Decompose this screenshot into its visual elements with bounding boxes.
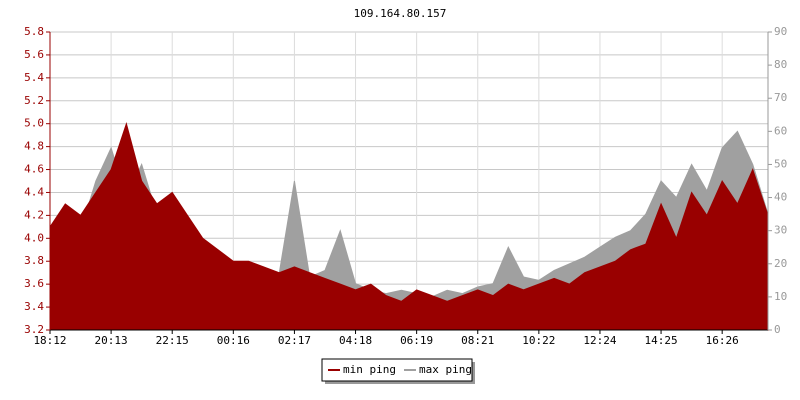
x-tick-label: 16:26	[706, 334, 739, 347]
x-tick-label: 20:13	[95, 334, 128, 347]
y2-tick-label: 90	[774, 25, 787, 38]
y-tick-label: 4.2	[24, 208, 44, 221]
chart-title: 109.164.80.157	[354, 7, 447, 20]
x-tick-label: 00:16	[217, 334, 250, 347]
y2-tick-label: 60	[774, 124, 787, 137]
x-tick-label: 22:15	[156, 334, 189, 347]
x-tick-label: 08:21	[461, 334, 494, 347]
y-tick-label: 4.8	[24, 140, 44, 153]
y-tick-label: 3.4	[24, 300, 44, 313]
legend-label: min ping	[343, 363, 396, 376]
x-tick-label: 12:24	[583, 334, 616, 347]
y-tick-label: 5.8	[24, 25, 44, 38]
y-tick-label: 3.8	[24, 254, 44, 267]
x-tick-label: 04:18	[339, 334, 372, 347]
legend-label: max ping	[419, 363, 472, 376]
y-tick-label: 4.0	[24, 231, 44, 244]
y2-tick-label: 30	[774, 224, 787, 237]
y2-tick-label: 20	[774, 257, 787, 270]
x-tick-label: 06:19	[400, 334, 433, 347]
y2-tick-label: 40	[774, 191, 787, 204]
x-tick-label: 14:25	[645, 334, 678, 347]
y2-tick-label: 80	[774, 58, 787, 71]
y-tick-label: 5.2	[24, 94, 44, 107]
y-tick-label: 5.4	[24, 71, 44, 84]
y-tick-label: 5.0	[24, 117, 44, 130]
y2-tick-label: 50	[774, 157, 787, 170]
legend	[321, 358, 473, 382]
y-tick-label: 3.2	[24, 323, 44, 336]
y-tick-label: 4.4	[24, 185, 44, 198]
x-tick-label: 18:12	[33, 334, 66, 347]
y-tick-label: 5.6	[24, 48, 44, 61]
x-tick-label: 02:17	[278, 334, 311, 347]
area	[49, 121, 769, 331]
y-tick-label: 3.6	[24, 277, 44, 290]
x-tick-label: 10:22	[522, 334, 555, 347]
y2-tick-label: 70	[774, 91, 787, 104]
y2-tick-label: 10	[774, 290, 787, 303]
y-tick-label: 4.6	[24, 163, 44, 176]
y2-tick-label: 0	[774, 323, 781, 336]
